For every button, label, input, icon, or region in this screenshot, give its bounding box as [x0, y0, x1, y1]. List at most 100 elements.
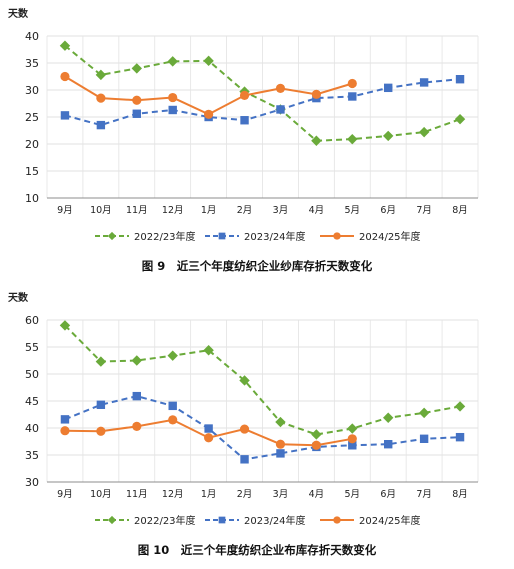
legend-item: 2022/23年度	[95, 230, 196, 243]
diamond-marker	[275, 416, 286, 428]
x-tick-label: 9月	[57, 205, 73, 216]
legend-diamond-marker	[107, 231, 117, 241]
square-marker	[419, 434, 429, 443]
x-tick-label: 8月	[452, 205, 468, 216]
diamond-marker	[311, 429, 322, 440]
y-tick-label: 15	[25, 165, 39, 178]
diamond-marker	[454, 113, 466, 125]
series-1	[59, 320, 466, 440]
square-marker	[348, 92, 357, 101]
y-tick-label: 45	[25, 395, 39, 408]
x-tick-label: 5月	[345, 489, 361, 500]
diamond-marker	[131, 63, 142, 74]
circle-marker	[132, 421, 142, 431]
diamond-marker	[167, 56, 178, 67]
diamond-marker	[95, 356, 107, 367]
circle-marker	[275, 83, 286, 93]
circle-marker	[347, 78, 357, 89]
legend-label: 2024/25年度	[359, 230, 421, 243]
series-line	[64, 395, 461, 461]
square-marker	[204, 424, 213, 433]
series-line	[64, 44, 461, 142]
x-tick-label: 1月	[201, 205, 217, 216]
square-marker	[240, 455, 249, 464]
x-tick-label: 12月	[162, 489, 184, 500]
y-tick-label: 60	[25, 314, 39, 327]
circle-marker	[204, 109, 214, 119]
x-tick-label: 11月	[126, 205, 148, 216]
x-tick-label: 4月	[309, 205, 325, 216]
circle-marker	[311, 89, 321, 99]
chart-yarn-inventory-days: 天数 10 15 20 25 30 35 40 9月 10月 11月 12月 1月 2月 3月 4月 5月 6月 7…	[8, 7, 479, 273]
y-axis-label: 天数	[8, 7, 29, 20]
circle-marker	[239, 424, 250, 434]
circle-marker	[347, 434, 357, 444]
diamond-marker	[311, 135, 322, 146]
diamond-marker	[347, 133, 358, 145]
circle-marker	[168, 415, 178, 425]
legend-label: 2023/24年度	[244, 230, 306, 243]
legend-item: 2023/24年度	[205, 514, 306, 527]
y-tick-label: 50	[25, 368, 39, 381]
series-line	[64, 324, 461, 436]
diamond-marker	[59, 40, 71, 51]
y-tick-label: 40	[25, 30, 39, 43]
square-marker	[384, 440, 393, 449]
legend-circle-marker	[333, 516, 341, 524]
square-marker	[455, 432, 465, 442]
legend-item: 2024/25年度	[320, 230, 421, 243]
y-tick-label: 30	[25, 476, 39, 489]
legend-label: 2022/23年度	[134, 514, 196, 527]
diamond-marker	[59, 320, 71, 331]
x-tick-label: 2月	[237, 205, 253, 216]
diamond-marker	[418, 126, 430, 138]
x-tick-label: 6月	[380, 205, 396, 216]
square-marker	[276, 105, 285, 114]
x-tick-label: 3月	[273, 489, 289, 500]
circle-marker	[311, 440, 321, 450]
diamond-marker	[167, 350, 178, 361]
series-line	[64, 75, 353, 116]
square-marker	[276, 449, 285, 458]
x-tick-label: 6月	[380, 489, 396, 500]
legend-square-marker	[218, 232, 226, 240]
square-marker	[384, 83, 393, 93]
legend-circle-marker	[333, 232, 341, 240]
diamond-marker	[239, 375, 250, 386]
diamond-marker	[95, 69, 107, 81]
circle-marker	[204, 433, 214, 443]
x-tick-label: 3月	[273, 205, 289, 216]
diamond-marker	[203, 55, 214, 67]
square-marker	[240, 116, 249, 125]
figure-caption: 图 10 近三个年度纺织企业布库存折天数变化	[138, 543, 377, 557]
legend-label: 2024/25年度	[359, 514, 421, 527]
x-tick-label: 4月	[309, 489, 325, 500]
y-tick-label: 35	[25, 449, 39, 462]
y-tick-label: 10	[25, 192, 39, 205]
x-tick-label: 10月	[90, 205, 112, 216]
y-axis-label: 天数	[8, 291, 29, 304]
diamond-marker	[418, 407, 430, 419]
square-marker	[168, 401, 177, 411]
y-tick-label: 25	[25, 111, 39, 124]
x-tick-label: 8月	[452, 489, 468, 500]
y-tick-label: 30	[25, 84, 39, 97]
square-marker	[168, 105, 177, 115]
square-marker	[60, 415, 70, 424]
square-marker	[455, 75, 465, 84]
x-tick-label: 7月	[416, 489, 432, 500]
chart-fabric-inventory-days: 天数 30 35 40 45 50 55 60 9月 10月 11月 12月 1月 2月 3月 4月 5月 6月 7…	[8, 291, 479, 557]
y-tick-label: 55	[25, 341, 39, 354]
y-tick-label: 20	[25, 138, 39, 151]
legend-item: 2024/25年度	[320, 514, 421, 527]
diamond-marker	[383, 412, 394, 423]
diamond-marker	[383, 130, 394, 142]
y-tick-label: 40	[25, 422, 39, 435]
circle-marker	[60, 426, 70, 436]
legend-label: 2022/23年度	[134, 230, 196, 243]
y-tick-label: 35	[25, 57, 39, 70]
square-marker	[132, 109, 141, 118]
circle-marker	[239, 90, 250, 100]
x-tick-label: 11月	[126, 489, 148, 500]
x-tick-label: 9月	[57, 489, 73, 500]
